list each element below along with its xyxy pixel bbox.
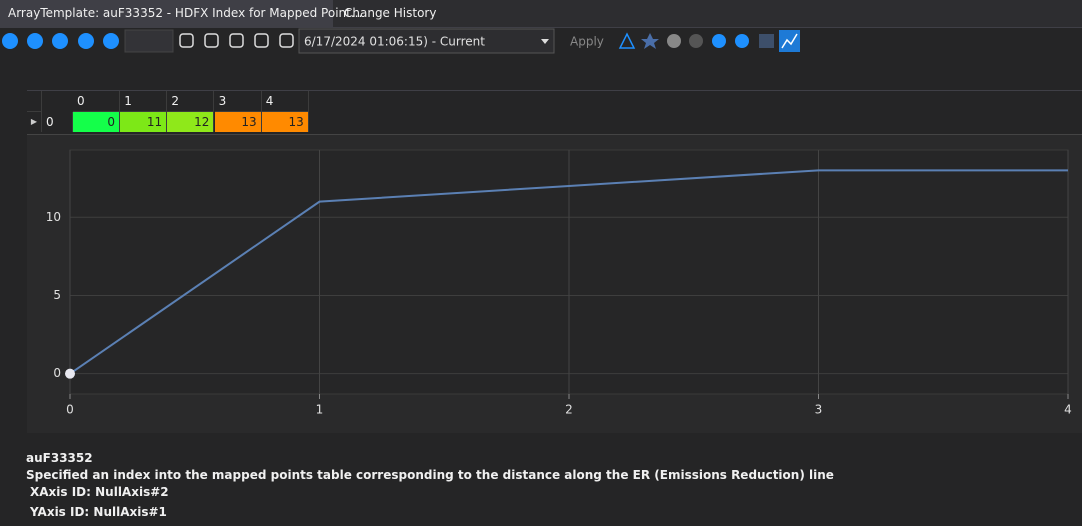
y-axis-id: YAxis ID: NullAxis#1: [30, 505, 167, 519]
chart: 0 5 10 0 1 2 3 4: [27, 135, 1082, 433]
x-tick-label: 3: [815, 403, 823, 417]
icon[interactable]: [641, 33, 659, 49]
view-buttons[interactable]: [179, 33, 294, 48]
grid-cell: 12: [167, 112, 215, 132]
tab[interactable]: Change History: [344, 6, 437, 20]
version-text: 6/17/2024 01:06:15) - Current: [304, 35, 485, 49]
input[interactable]: [124, 29, 174, 53]
tab-bar: ArrayTemplate: auF33352 - HDFX Index for…: [0, 0, 1082, 28]
version-dropdown[interactable]: [298, 28, 555, 54]
toolbar-buttons[interactable]: [2, 33, 119, 49]
apply-button[interactable]: Apply: [570, 35, 604, 49]
row-label: 0: [42, 112, 73, 132]
description: Specified an index into the mapped point…: [26, 468, 834, 482]
toolbar: 6/17/2024 01:06:15) - Current Apply: [2, 28, 800, 54]
icon[interactable]: [712, 34, 726, 48]
grid-cell: 13: [214, 112, 262, 132]
column-header: 4: [261, 91, 309, 112]
column-header: 3: [214, 91, 262, 112]
x-tick-label: 1: [316, 403, 324, 417]
icon: [781, 33, 798, 49]
icon[interactable]: [618, 32, 636, 49]
x-tick-label: 2: [565, 403, 573, 417]
template-name: auF33352: [26, 451, 93, 465]
column-header: 1: [120, 91, 168, 112]
dropdown-arrow: [541, 39, 549, 44]
grid-cell: 11: [120, 112, 168, 132]
data-grid: ▶ 0 0 0 1 11 2 12 3 13 4 13: [27, 90, 1082, 136]
y-tick-label: 5: [53, 288, 61, 302]
chart-toggle[interactable]: [779, 30, 800, 52]
column-header: 0: [73, 91, 120, 112]
data-line: [69, 169, 1068, 375]
corner: [27, 91, 42, 112]
y-tick-label: 10: [46, 210, 61, 224]
x-tick-label: 0: [66, 403, 74, 417]
grid-cell: 13: [261, 112, 309, 132]
icon[interactable]: [689, 34, 703, 48]
row-indicator: ▶: [27, 112, 42, 132]
icon[interactable]: [735, 34, 749, 48]
grid-cell: 0: [73, 112, 120, 132]
point-marker: [65, 368, 75, 379]
column-header: 2: [167, 91, 215, 112]
icon[interactable]: [667, 34, 681, 48]
footer: auF33352 Specified an index into the map…: [26, 450, 834, 521]
icon[interactable]: [759, 34, 774, 48]
y-tick-label: 0: [53, 366, 61, 380]
x-tick-label: 4: [1064, 403, 1072, 417]
tab[interactable]: ArrayTemplate: auF33352 - HDFX Index for…: [0, 0, 362, 27]
x-axis-id: XAxis ID: NullAxis#2: [30, 485, 169, 499]
